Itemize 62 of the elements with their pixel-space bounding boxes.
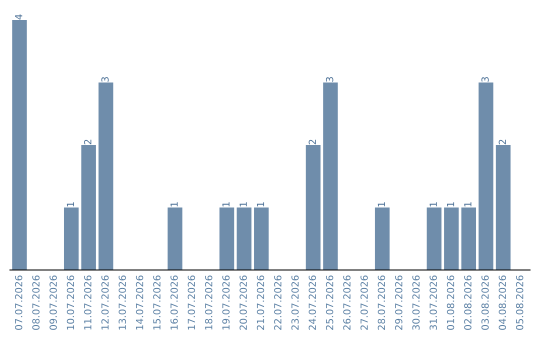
bar bbox=[426, 208, 442, 270]
x-tick-label: 26.07.2026 bbox=[343, 275, 351, 330]
x-tick-label: 24.07.2026 bbox=[308, 275, 316, 330]
data-label: 1 bbox=[256, 202, 264, 206]
bar bbox=[254, 208, 269, 270]
x-tick-label: 27.07.2026 bbox=[360, 275, 368, 330]
bar bbox=[64, 208, 79, 270]
x-tick-label: 15.07.2026 bbox=[153, 275, 161, 330]
data-label: 1 bbox=[464, 202, 472, 206]
x-tick-label: 01.08.2026 bbox=[446, 275, 454, 330]
bar bbox=[478, 82, 494, 270]
data-label: 1 bbox=[222, 202, 230, 206]
bar bbox=[219, 208, 234, 270]
bar bbox=[444, 208, 459, 270]
bar bbox=[374, 208, 390, 270]
x-tick-label: 08.07.2026 bbox=[32, 275, 40, 330]
data-label: 1 bbox=[240, 202, 247, 206]
x-tick-label: 03.08.2026 bbox=[481, 275, 489, 330]
x-tick-label: 23.07.2026 bbox=[291, 275, 299, 330]
x-tick-label: 21.07.2026 bbox=[256, 275, 264, 330]
x-tick-label: 07.07.2026 bbox=[14, 275, 22, 330]
x-tick-label: 11.07.2026 bbox=[84, 275, 92, 330]
data-label: 2 bbox=[308, 140, 316, 144]
data-label: 1 bbox=[378, 202, 385, 206]
data-label: 3 bbox=[481, 77, 489, 82]
bar bbox=[81, 145, 96, 270]
data-label: 3 bbox=[101, 77, 109, 82]
x-tick-label: 30.07.2026 bbox=[412, 275, 420, 330]
x-tick-label: 29.07.2026 bbox=[395, 275, 402, 330]
data-label: 4 bbox=[15, 14, 22, 20]
data-label: 3 bbox=[326, 77, 334, 82]
x-tick-label: 02.08.2026 bbox=[464, 275, 472, 330]
x-tick-label: 18.07.2026 bbox=[205, 275, 212, 330]
x-tick-label: 25.07.2026 bbox=[326, 275, 334, 330]
x-tick-label: 04.08.2026 bbox=[498, 275, 506, 330]
bar bbox=[323, 82, 338, 270]
x-tick-label: 10.07.2026 bbox=[66, 275, 74, 330]
data-label: 1 bbox=[430, 202, 437, 206]
bar bbox=[12, 20, 27, 270]
data-label: 1 bbox=[66, 202, 74, 206]
x-tick-label: 13.07.2026 bbox=[118, 275, 126, 330]
x-tick-label: 17.07.2026 bbox=[188, 275, 196, 330]
bar bbox=[306, 145, 321, 270]
x-tick-label: 31.07.2026 bbox=[430, 275, 437, 330]
x-tick-label: 20.07.2026 bbox=[240, 275, 247, 330]
x-tick-label: 14.07.2026 bbox=[136, 275, 144, 330]
data-label: 1 bbox=[446, 202, 454, 206]
bar bbox=[461, 208, 476, 270]
bar bbox=[98, 82, 114, 270]
bar bbox=[496, 145, 511, 270]
x-tick-label: 05.08.2026 bbox=[516, 275, 524, 330]
x-tick-label: 09.07.2026 bbox=[50, 275, 57, 330]
bar bbox=[168, 208, 182, 270]
data-label: 2 bbox=[498, 140, 506, 144]
x-tick-label: 22.07.2026 bbox=[274, 275, 282, 330]
x-tick-label: 16.07.2026 bbox=[170, 275, 178, 330]
data-label: 2 bbox=[84, 140, 92, 144]
x-tick-label: 19.07.2026 bbox=[222, 275, 230, 330]
bar bbox=[236, 208, 252, 270]
x-tick-label: 12.07.2026 bbox=[101, 275, 109, 330]
x-tick-label: 28.07.2026 bbox=[378, 275, 386, 330]
data-label: 1 bbox=[170, 202, 178, 206]
